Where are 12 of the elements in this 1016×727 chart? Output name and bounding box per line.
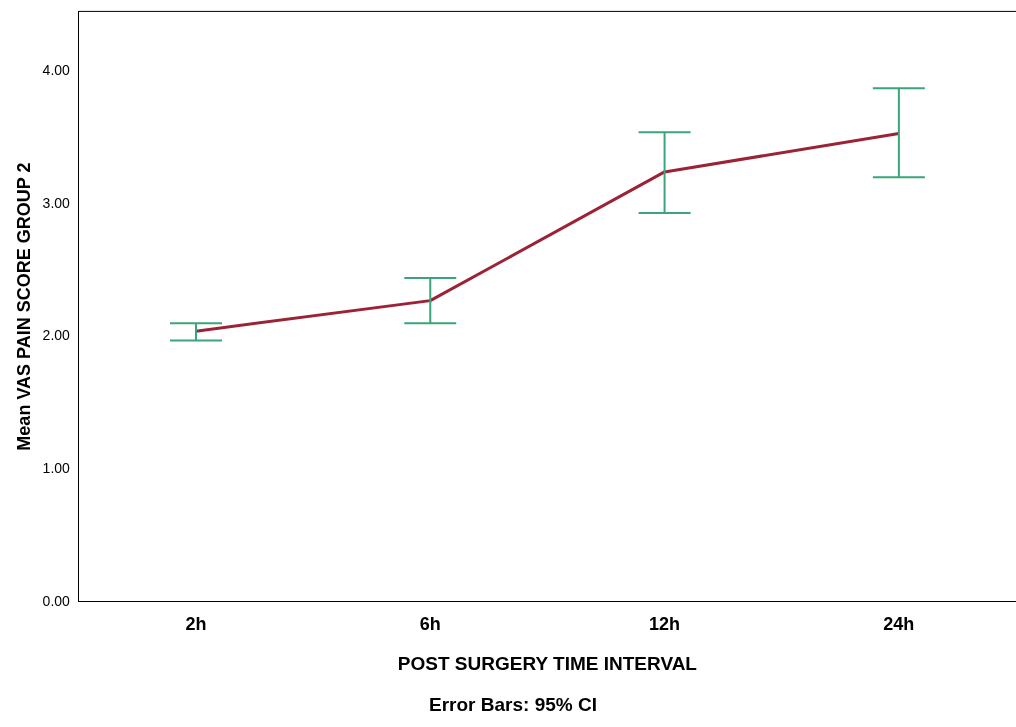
y-tick-label: 0.00	[42, 592, 71, 609]
x-tick-label: 6h	[419, 613, 441, 634]
x-axis-title: POST SURGERY TIME INTERVAL	[397, 653, 698, 675]
y-tick-label: 4.00	[42, 61, 71, 78]
x-tick-label: 2h	[185, 613, 207, 634]
y-tick-label: 1.00	[42, 459, 71, 476]
x-tick-label: 12h	[649, 613, 681, 634]
y-tick-label: 2.00	[42, 327, 71, 344]
y-tick-label: 3.00	[42, 194, 71, 211]
y-axis-title: Mean VAS PAIN SCORE GROUP 2	[13, 162, 34, 451]
x-tick-label: 24h	[883, 613, 915, 634]
text: Error Bars: 95% CI	[429, 693, 597, 715]
